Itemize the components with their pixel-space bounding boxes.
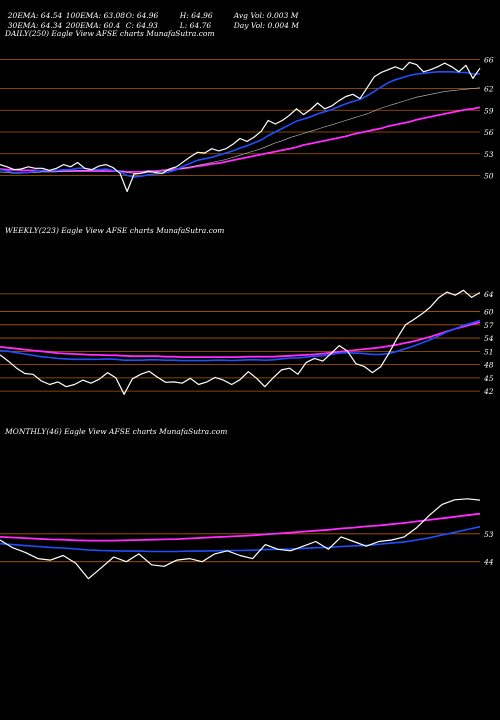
y-tick-label: 53 [484, 530, 494, 539]
price-line [0, 289, 481, 395]
y-tick-label: 64 [484, 290, 494, 299]
weekly-chart: 64 60 57 54 51 48 45 42 [0, 289, 494, 396]
monthly-chart: 53 44 [0, 498, 494, 580]
y-tick-label: 45 [483, 374, 494, 383]
y-tick-label: 57 [484, 321, 494, 330]
weekly-chart-title: WEEKLY(223) Eagle View AFSE charts Munaf… [5, 226, 225, 235]
y-tick-label: 56 [484, 128, 494, 137]
y-tick-label: 50 [484, 172, 494, 181]
ema-mid-line [0, 87, 481, 174]
y-tick-label: 66 [484, 56, 494, 65]
y-tick-label: 53 [484, 150, 494, 159]
ema30-readout: 30EMA: 64.34 [7, 21, 63, 30]
low-readout: L: 64.76 [179, 21, 212, 30]
price-line [0, 498, 481, 580]
price-line [0, 61, 481, 193]
ema-fast-line [0, 71, 480, 178]
header-row-1: 20EMA: 64.54 100EMA: 63.08O: 64.96 H: 64.9… [3, 2, 299, 20]
ema-fast-line [0, 525, 481, 553]
ema-slow-line [0, 321, 481, 359]
monthly-chart-title: MONTHLY(46) Eagle View AFSE charts Munaf… [5, 427, 228, 436]
ema100-readout: 100EMA: 63.08 [65, 11, 126, 20]
ema-slow-line [0, 512, 481, 542]
y-tick-label: 60 [484, 308, 494, 317]
daily-chart: 66 62 59 56 53 50 [0, 56, 494, 193]
day-vol-readout: Day Vol: 0.004 M [233, 21, 299, 30]
y-tick-label: 62 [484, 85, 494, 94]
header-row-2: 30EMA: 64.34 200EMA: 60.4 C: 64.93 L: 64.76… [3, 12, 299, 30]
ema200-readout: 200EMA: 60.4 [65, 21, 121, 30]
ema-fast-line [0, 319, 481, 362]
daily-chart-title: DAILY(250) Eagle View AFSE charts Munafa… [5, 29, 215, 38]
avg-vol-readout: Avg Vol: 0.003 M [233, 11, 299, 20]
ema20-readout: 20EMA: 64.54 [7, 11, 63, 20]
open-readout: O: 64.96 [125, 11, 159, 20]
high-readout: H: 64.96 [179, 11, 213, 20]
y-tick-label: 44 [483, 558, 494, 567]
y-tick-label: 42 [483, 387, 494, 396]
y-tick-label: 48 [483, 361, 494, 370]
y-tick-label: 54 [484, 334, 494, 343]
y-tick-label: 51 [484, 347, 494, 356]
ema-slow-line [0, 106, 481, 173]
close-readout: C: 64.93 [125, 21, 158, 30]
y-tick-label: 59 [484, 106, 494, 115]
